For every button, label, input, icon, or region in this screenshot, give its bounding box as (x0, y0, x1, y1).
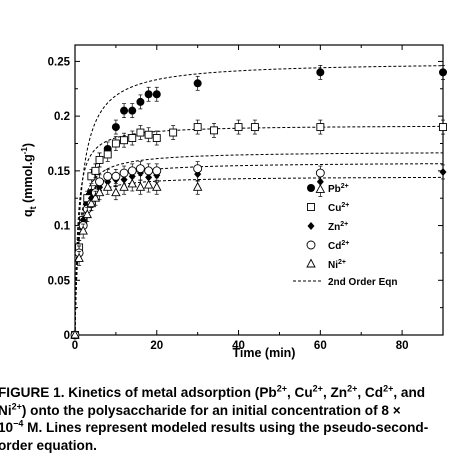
figure-caption: FIGURE 1. Kinetics of metal adsorption (… (0, 383, 429, 453)
legend-marker-zn (307, 222, 315, 230)
data-point-cu (120, 136, 129, 145)
y-tick-label: 0 (64, 330, 70, 342)
x-tick-label: 0 (72, 340, 78, 352)
x-tick-label: 80 (396, 340, 409, 352)
data-point-cd (111, 171, 121, 181)
data-point-pb (439, 68, 447, 77)
legend-marker-cu (307, 203, 315, 211)
y-tick-label: 0.1 (54, 221, 71, 233)
data-point-cd (103, 171, 113, 181)
data-point-ni (127, 178, 137, 188)
data-point-cu (210, 126, 218, 135)
legend-label-zn: Zn2+ (328, 221, 348, 233)
legend-marker-ni (306, 258, 316, 268)
data-point-ni (94, 187, 105, 197)
fit-curve-zn (74, 176, 444, 335)
data-point-ni (315, 183, 326, 193)
series-cu (71, 119, 447, 339)
data-point-cu (111, 139, 120, 148)
data-point-cd (135, 164, 145, 174)
fit-curve-cd (74, 152, 444, 335)
data-point-ni (143, 179, 154, 189)
data-point-zn (439, 167, 447, 176)
data-point-cu (169, 128, 178, 137)
data-point-ni (192, 181, 203, 191)
fit-curves (74, 65, 444, 335)
legend-label-cd: Cd2+ (328, 240, 349, 252)
fit-curve-cu (74, 125, 444, 335)
fit-curve-ni (74, 163, 444, 335)
data-point-pb (193, 79, 202, 88)
data-point-ni (90, 192, 101, 202)
x-axis-label: Time (min) (233, 346, 296, 360)
x-tick-label: 20 (150, 340, 163, 352)
data-point-cd (119, 168, 129, 178)
data-point-cu (87, 172, 96, 181)
series-pb (71, 65, 447, 339)
data-point-pb (111, 123, 120, 132)
data-point-cu (103, 150, 112, 159)
data-point-ni (119, 181, 129, 191)
data-point-cd (144, 166, 154, 176)
data-point-ni (152, 181, 162, 191)
data-point-cd (152, 166, 162, 176)
data-point-cd (95, 177, 104, 187)
data-point-cu (136, 128, 145, 137)
data-point-cd (127, 166, 137, 176)
x-tick-label: 40 (232, 340, 245, 352)
data-point-cu (152, 134, 161, 142)
data-point-cu (128, 134, 137, 142)
data-point-ni (78, 225, 88, 235)
data-point-ni (86, 198, 97, 208)
data-point-pb (152, 90, 161, 99)
data-point-cu (144, 130, 153, 139)
data-points (70, 65, 447, 340)
data-point-ni (82, 209, 93, 219)
kinetics-chart: 0 20 40 60 80 0 0.05 0.1 0.15 0.2 0.25 Pb2+ Cu2+ Zn2… (20, 44, 447, 360)
chart-axes: 0 20 40 60 80 0 0.05 0.1 0.15 0.2 0.25 (48, 44, 444, 352)
y-tick-label: 0.15 (48, 166, 71, 178)
data-point-cu (91, 166, 100, 175)
legend-label-cu: Cu2+ (328, 202, 349, 214)
data-point-ni (102, 181, 113, 191)
series-ni (70, 176, 326, 339)
legend-label-ni: Ni2+ (328, 259, 346, 271)
data-point-cu (234, 123, 243, 132)
legend-marker-cd (306, 240, 316, 250)
data-point-pb (136, 97, 145, 106)
data-point-ni (74, 252, 84, 262)
x-tick-label: 60 (314, 340, 327, 352)
data-point-pb (120, 106, 129, 115)
data-point-pb (316, 68, 325, 77)
data-point-cu (193, 123, 202, 132)
data-point-pb (128, 106, 137, 115)
data-point-cu (316, 123, 325, 132)
data-point-cu (95, 155, 104, 164)
legend-fit-label: 2nd Order Eqn (328, 277, 397, 288)
data-point-cd (315, 168, 325, 178)
legend: Pb2+ Cu2+ Zn2+ Cd2+ Ni2+ 2nd Order Eqn (293, 183, 397, 288)
data-point-ni (70, 329, 80, 339)
data-point-cu (250, 123, 259, 132)
legend-label-pb: Pb2+ (328, 183, 349, 195)
data-point-ni (111, 187, 121, 197)
fit-curve-pb (74, 65, 444, 335)
legend-marker-pb (307, 184, 315, 192)
series-zn (71, 164, 447, 339)
data-point-ni (135, 181, 146, 191)
data-point-cd (193, 164, 203, 174)
y-axis-label: qt (mmol.g-1) (20, 143, 38, 217)
y-tick-label: 0.25 (48, 56, 71, 68)
data-point-cu (439, 123, 447, 132)
data-point-pb (144, 90, 153, 99)
plot-frame (74, 44, 444, 336)
y-tick-label: 0.2 (54, 111, 70, 123)
y-tick-label: 0.05 (48, 275, 71, 287)
